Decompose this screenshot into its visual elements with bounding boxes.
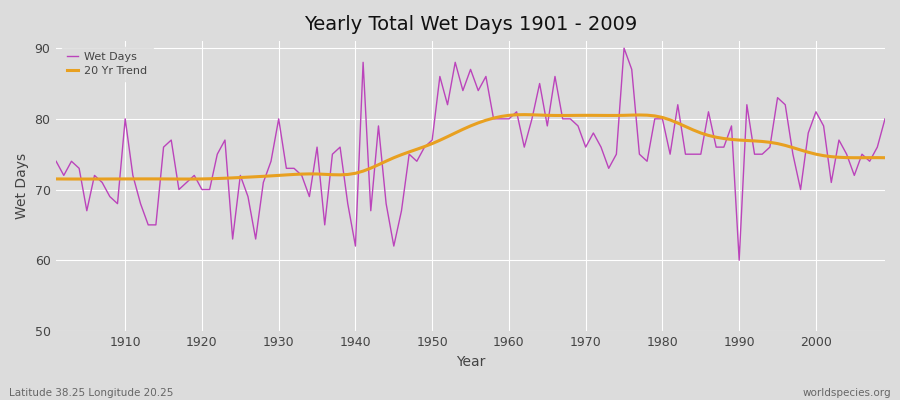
Wet Days xyxy=(879,116,890,121)
20 Yr Trend xyxy=(335,172,346,177)
20 Yr Trend xyxy=(503,113,514,118)
Wet Days xyxy=(618,46,629,50)
20 Yr Trend xyxy=(519,112,530,117)
20 Yr Trend xyxy=(50,176,61,181)
Wet Days xyxy=(596,145,607,150)
Y-axis label: Wet Days: Wet Days xyxy=(15,153,29,219)
20 Yr Trend xyxy=(879,155,890,160)
Wet Days xyxy=(50,159,61,164)
Wet Days xyxy=(112,201,123,206)
Wet Days xyxy=(281,166,292,171)
20 Yr Trend xyxy=(289,172,300,177)
20 Yr Trend xyxy=(611,113,622,118)
Wet Days xyxy=(327,152,338,156)
Text: Latitude 38.25 Longitude 20.25: Latitude 38.25 Longitude 20.25 xyxy=(9,388,174,398)
Wet Days xyxy=(734,258,744,263)
Wet Days xyxy=(503,116,514,121)
Legend: Wet Days, 20 Yr Trend: Wet Days, 20 Yr Trend xyxy=(62,47,153,81)
Line: 20 Yr Trend: 20 Yr Trend xyxy=(56,115,885,179)
Title: Yearly Total Wet Days 1901 - 2009: Yearly Total Wet Days 1901 - 2009 xyxy=(304,15,637,34)
20 Yr Trend xyxy=(181,177,192,182)
20 Yr Trend xyxy=(511,112,522,117)
Text: worldspecies.org: worldspecies.org xyxy=(803,388,891,398)
X-axis label: Year: Year xyxy=(456,355,485,369)
Wet Days xyxy=(496,116,507,121)
Line: Wet Days: Wet Days xyxy=(56,48,885,260)
20 Yr Trend xyxy=(112,176,123,181)
